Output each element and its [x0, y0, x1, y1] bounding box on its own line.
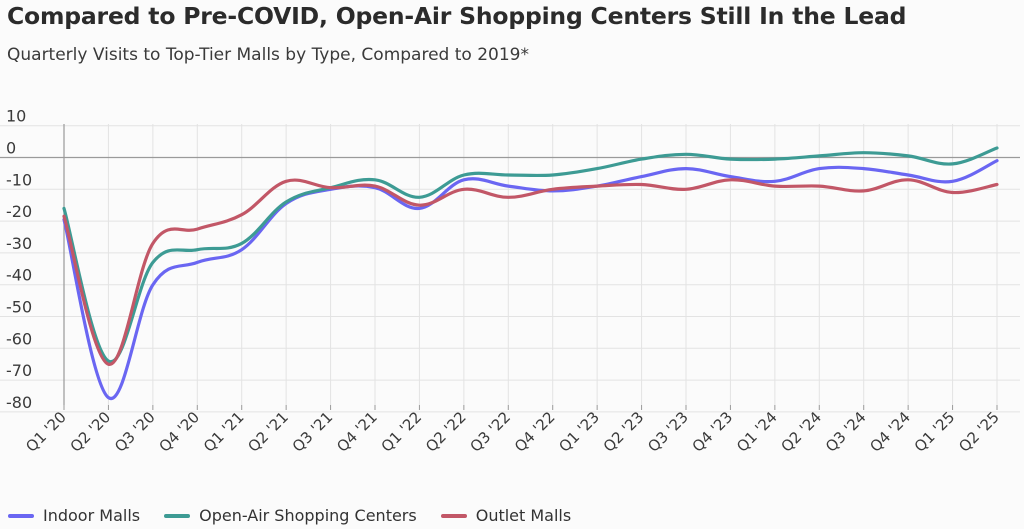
y-tick-label: -60	[6, 329, 32, 348]
series-line-outlet-malls[interactable]	[62, 178, 999, 366]
y-tick-label: -30	[6, 234, 32, 253]
legend: Indoor Malls Open-Air Shopping Centers Out…	[8, 506, 595, 525]
grid	[0, 124, 1020, 413]
x-tick-label: Q4 '24	[866, 408, 914, 456]
x-tick-label: Q1 '21	[200, 408, 248, 456]
x-tick-label: Q3 '22	[466, 408, 514, 456]
y-tick-labels: 10 0 -10 -20 -30 -40 -50 -60 -70 -80	[6, 107, 32, 412]
x-tick-label: Q4 '20	[155, 408, 203, 456]
legend-item-open-air-shopping-centers[interactable]: Open-Air Shopping Centers	[164, 506, 417, 525]
legend-label: Outlet Malls	[475, 506, 572, 525]
series-line-indoor-malls[interactable]	[62, 159, 999, 400]
legend-swatch	[440, 513, 467, 518]
y-tick-label: -40	[6, 266, 32, 285]
legend-item-indoor-malls[interactable]: Indoor Malls	[8, 506, 140, 525]
x-tick-label: Q2 '22	[422, 408, 470, 456]
y-tick-label: -50	[6, 298, 32, 317]
y-tick-label: -70	[6, 361, 32, 380]
y-tick-label: 0	[6, 139, 16, 158]
y-tick-label: -80	[6, 393, 32, 412]
x-tick-label: Q3 '21	[289, 408, 337, 456]
x-tick-label: Q4 '21	[333, 408, 381, 456]
axes	[0, 124, 1020, 410]
legend-label: Open-Air Shopping Centers	[199, 506, 417, 525]
x-tick-label: Q3 '24	[822, 408, 870, 456]
series-lines[interactable]	[62, 146, 999, 400]
x-tick-label: Q1 '24	[733, 408, 781, 456]
chart-subtitle: Quarterly Visits to Top-Tier Malls by Ty…	[7, 45, 529, 65]
x-tick-label: Q4 '22	[511, 408, 559, 456]
chart-title: Compared to Pre-COVID, Open-Air Shopping…	[7, 2, 907, 30]
x-tick-label: Q4 '23	[689, 408, 737, 456]
y-tick-label: -10	[6, 170, 32, 189]
legend-swatch	[8, 513, 34, 518]
legend-item-outlet-malls[interactable]: Outlet Malls	[440, 506, 572, 525]
x-tick-label: Q1 '20	[22, 408, 70, 456]
x-tick-label: Q3 '20	[111, 408, 159, 456]
series-line-open-air-shopping-centers[interactable]	[62, 146, 999, 364]
x-tick-label: Q1 '23	[555, 408, 603, 456]
legend-label: Indoor Malls	[43, 506, 141, 525]
x-tick-label: Q2 '24	[777, 408, 825, 456]
x-tick-label: Q2 '21	[244, 408, 292, 456]
x-tick-label: Q3 '23	[644, 408, 692, 456]
legend-swatch	[164, 513, 191, 518]
x-tick-label: Q2 '25	[955, 408, 1003, 456]
y-tick-label: 10	[6, 107, 26, 126]
y-tick-label: -20	[6, 202, 32, 221]
x-tick-label: Q1 '22	[378, 408, 426, 456]
x-tick-label: Q1 '25	[911, 408, 959, 456]
x-tick-label: Q2 '20	[67, 408, 115, 456]
x-tick-label: Q2 '23	[600, 408, 648, 456]
